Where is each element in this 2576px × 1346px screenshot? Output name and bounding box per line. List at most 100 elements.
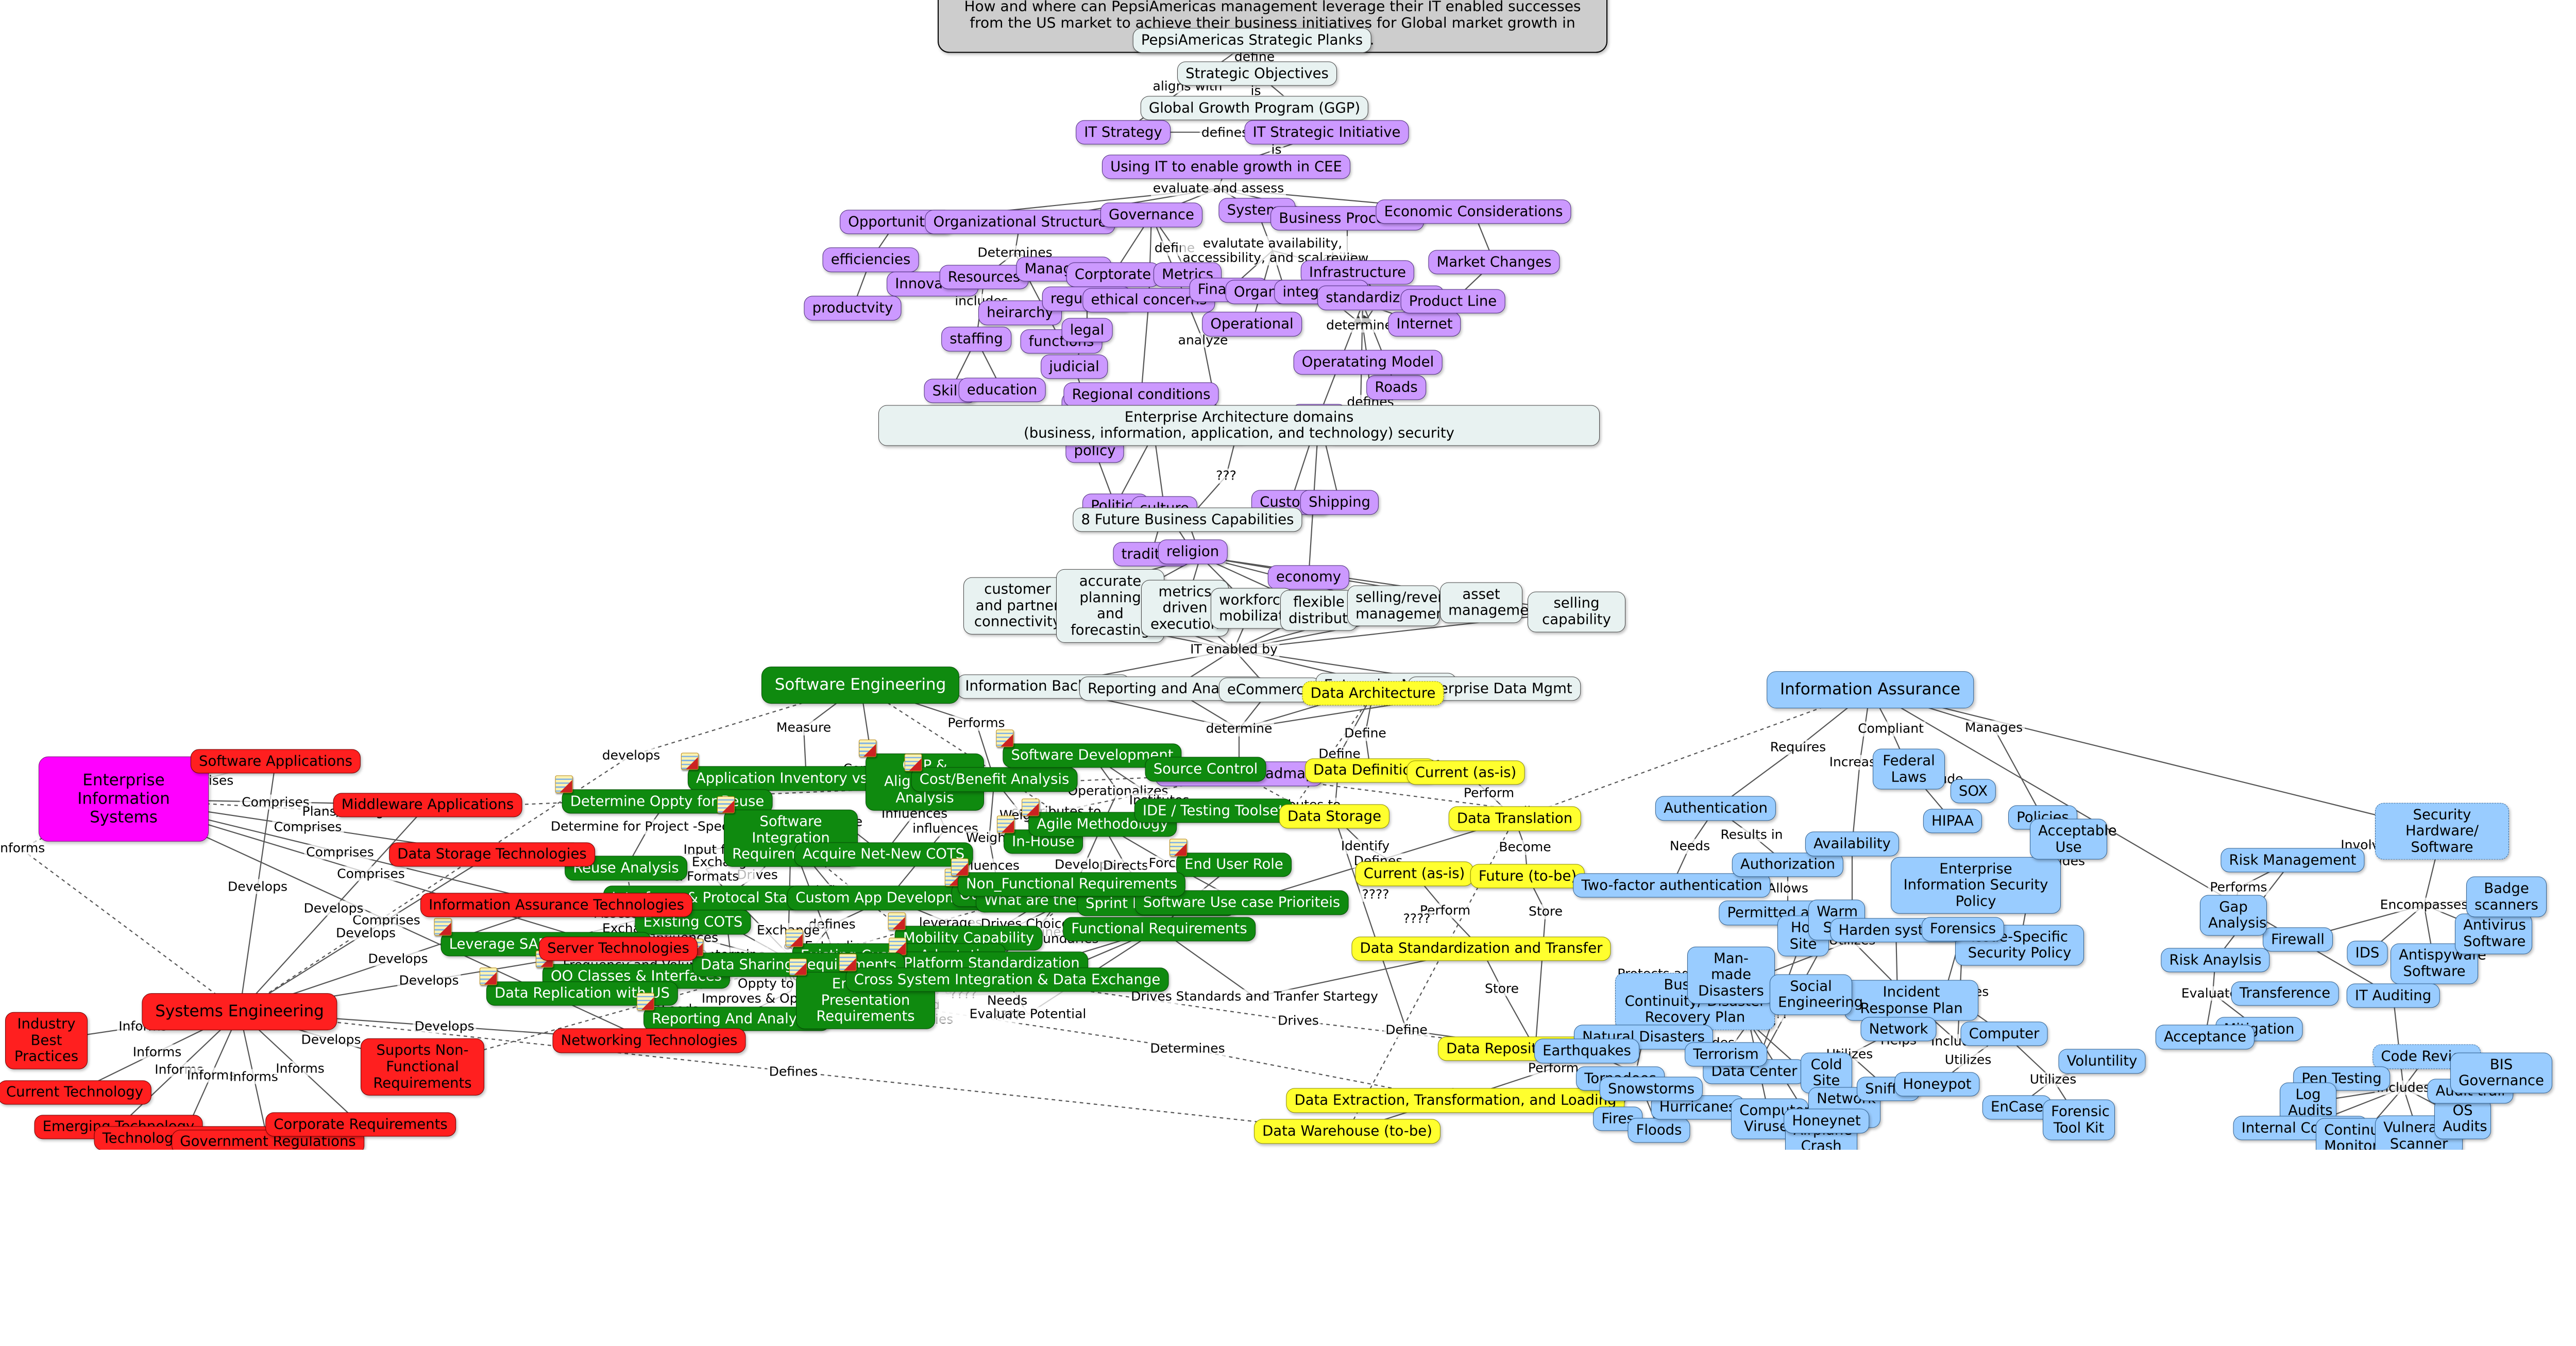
note-icon[interactable] bbox=[786, 929, 803, 947]
concept-node-badge[interactable]: Badge scanners bbox=[2466, 876, 2547, 917]
concept-node-security_hw[interactable]: Security Hardware/ Software bbox=[2375, 803, 2509, 860]
concept-node-eis[interactable]: Enterprise Information Systems bbox=[39, 757, 209, 842]
concept-node-data_etl[interactable]: Data Extraction, Transformation, and Loa… bbox=[1286, 1088, 1625, 1113]
concept-node-middleware[interactable]: Middleware Applications bbox=[333, 792, 522, 817]
concept-node-gap_analysis2[interactable]: Gap Analysis bbox=[2200, 895, 2267, 936]
concept-node-availability[interactable]: Availability bbox=[1805, 831, 1900, 857]
concept-node-agile[interactable]: Agile Methodology bbox=[1022, 798, 1177, 837]
concept-node-operating_model[interactable]: Operatating Model bbox=[1293, 350, 1443, 374]
concept-node-floods[interactable]: Floods bbox=[1628, 1118, 1690, 1143]
concept-node-honeypot[interactable]: Honeypot bbox=[1894, 1072, 1980, 1097]
concept-node-operational[interactable]: Operational bbox=[1202, 312, 1302, 337]
concept-node-legal1[interactable]: legal bbox=[1061, 317, 1113, 343]
concept-node-computer[interactable]: Computer bbox=[1960, 1021, 2048, 1046]
concept-node-religion[interactable]: religion bbox=[1158, 539, 1228, 565]
note-icon[interactable] bbox=[996, 729, 1014, 747]
note-icon[interactable] bbox=[681, 753, 699, 770]
note-icon[interactable] bbox=[859, 740, 876, 757]
concept-node-source_control[interactable]: Source Control bbox=[1145, 757, 1266, 782]
concept-node-bis_governance[interactable]: BIS Governance bbox=[2450, 1052, 2553, 1094]
concept-node-infrastructure[interactable]: Infrastructure bbox=[1300, 260, 1415, 285]
concept-node-economic[interactable]: Economic Considerations bbox=[1376, 199, 1571, 224]
concept-node-authorization[interactable]: Authorization bbox=[1732, 852, 1844, 877]
concept-node-it_initiative[interactable]: IT Strategic Initiative bbox=[1244, 120, 1409, 145]
concept-node-ia_tech[interactable]: Information Assurance Technologies bbox=[420, 893, 693, 917]
concept-node-antivirus[interactable]: Antivirus Software bbox=[2455, 913, 2532, 955]
concept-node-data_storage_tech[interactable]: Data Storage Technologies bbox=[389, 842, 595, 867]
concept-node-org_structure[interactable]: Organizational Structure bbox=[925, 210, 1115, 234]
note-icon[interactable] bbox=[1022, 798, 1040, 816]
note-icon[interactable] bbox=[997, 815, 1014, 833]
concept-node-supports_nfr[interactable]: Suports Non-Functional Requirements bbox=[361, 1038, 484, 1096]
concept-node-staffing[interactable]: staffing bbox=[941, 327, 1011, 352]
note-icon[interactable] bbox=[434, 918, 452, 936]
concept-node-func_req[interactable]: Functional Requirements bbox=[1063, 916, 1256, 942]
concept-node-internet[interactable]: Internet bbox=[1388, 312, 1461, 337]
concept-node-roads[interactable]: Roads bbox=[1366, 375, 1426, 400]
concept-node-risk_anaylsis[interactable]: Risk Anaylsis bbox=[2161, 948, 2270, 973]
concept-node-efficiencies[interactable]: efficiencies bbox=[822, 247, 919, 272]
note-icon[interactable] bbox=[1170, 839, 1187, 857]
note-icon[interactable] bbox=[888, 912, 906, 930]
concept-node-server_tech[interactable]: Server Technologies bbox=[539, 936, 698, 961]
note-icon[interactable] bbox=[789, 958, 807, 976]
concept-node-cost_benefit[interactable]: Cost/Benefit Analysis bbox=[904, 754, 1078, 792]
concept-node-objectives[interactable]: Strategic Objectives bbox=[1177, 61, 1337, 86]
concept-node-software_apps[interactable]: Software Applications bbox=[190, 749, 361, 774]
concept-node-data_architecture[interactable]: Data Architecture bbox=[1302, 681, 1444, 706]
concept-node-systems_eng[interactable]: Systems Engineering bbox=[142, 993, 337, 1031]
concept-node-end_user_role[interactable]: End User Role bbox=[1170, 839, 1292, 877]
concept-node-nonfunc_req[interactable]: Non_Functional Requirements bbox=[951, 858, 1186, 897]
concept-node-corptorate[interactable]: Corptorate bbox=[1066, 262, 1160, 287]
concept-node-info_assurance[interactable]: Information Assurance bbox=[1767, 671, 1974, 709]
concept-node-current_asis2[interactable]: Current (as-is) bbox=[1355, 861, 1473, 887]
concept-node-cap7[interactable]: asset management bbox=[1440, 582, 1543, 623]
concept-node-sox[interactable]: SOX bbox=[1950, 779, 1996, 804]
concept-node-social_eng[interactable]: Social Engineering bbox=[1770, 974, 1863, 1015]
concept-node-encase[interactable]: EnCase bbox=[1982, 1095, 2052, 1120]
concept-node-ids[interactable]: IDS bbox=[2347, 941, 2388, 966]
note-icon[interactable] bbox=[637, 993, 654, 1011]
note-icon[interactable] bbox=[951, 858, 969, 876]
concept-node-os_audits[interactable]: OS Audits bbox=[2434, 1098, 2491, 1139]
concept-node-current_asis1[interactable]: Current (as-is) bbox=[1406, 760, 1525, 785]
concept-node-economy[interactable]: economy bbox=[1267, 565, 1350, 590]
concept-node-market_changes[interactable]: Market Changes bbox=[1428, 250, 1560, 275]
concept-node-acceptable_use[interactable]: Acceptable Use bbox=[2030, 819, 2117, 860]
concept-node-capabilities[interactable]: 8 Future Business Capabilities bbox=[1073, 507, 1302, 532]
concept-node-firewall[interactable]: Firewall bbox=[2263, 927, 2333, 952]
concept-node-network[interactable]: Network bbox=[1860, 1017, 1937, 1042]
concept-node-eisp[interactable]: Enterprise Information Security Policy bbox=[1891, 857, 2061, 914]
concept-node-antispyware[interactable]: Antispyware Software bbox=[2391, 943, 2486, 984]
concept-node-acceptance[interactable]: Acceptance bbox=[2155, 1025, 2255, 1050]
concept-node-ggp[interactable]: Global Growth Program (GGP) bbox=[1140, 96, 1369, 121]
concept-node-data_warehouse[interactable]: Data Warehouse (to-be) bbox=[1253, 1119, 1441, 1144]
concept-node-ftk[interactable]: Forensic Tool Kit bbox=[2043, 1099, 2115, 1140]
concept-node-voluntility[interactable]: Voluntility bbox=[2058, 1049, 2146, 1074]
note-icon[interactable] bbox=[480, 967, 497, 985]
concept-node-ea_domains[interactable]: Enterprise Architecture domains (busines… bbox=[878, 405, 1600, 446]
concept-node-manmade[interactable]: Man-made Disasters bbox=[1687, 946, 1775, 1004]
concept-node-cap1[interactable]: customer and partner connectivity bbox=[963, 577, 1072, 635]
concept-node-governance[interactable]: Governance bbox=[1100, 202, 1203, 228]
concept-node-snowstorms[interactable]: Snowstorms bbox=[1599, 1077, 1703, 1101]
concept-node-it_auditing[interactable]: IT Auditing bbox=[2346, 983, 2440, 1008]
concept-node-cross_system[interactable]: Cross System Integration & Data Exchange bbox=[839, 953, 1169, 992]
note-icon[interactable] bbox=[904, 754, 922, 771]
concept-node-using_it[interactable]: Using IT to enable growth in CEE bbox=[1101, 154, 1351, 179]
concept-node-current_tech[interactable]: Current Technology bbox=[0, 1080, 152, 1105]
concept-node-cap6[interactable]: selling/revenue management bbox=[1347, 585, 1464, 626]
concept-node-cap5[interactable]: flexible distribution bbox=[1280, 590, 1369, 631]
concept-node-irp[interactable]: Incident Response Plan bbox=[1844, 980, 1978, 1021]
concept-node-education[interactable]: education bbox=[958, 378, 1046, 402]
concept-node-future_tobe[interactable]: Future (to-be) bbox=[1470, 864, 1585, 889]
concept-node-judicial[interactable]: judicial bbox=[1041, 354, 1108, 379]
note-icon[interactable] bbox=[717, 796, 735, 814]
concept-node-regional[interactable]: Regional conditions bbox=[1063, 382, 1219, 407]
concept-node-data_std_transfer[interactable]: Data Standardization and Transfer bbox=[1351, 936, 1611, 961]
concept-node-authentication[interactable]: Authentication bbox=[1655, 796, 1776, 821]
concept-node-resources[interactable]: Resources bbox=[939, 265, 1029, 289]
note-icon[interactable] bbox=[839, 953, 857, 972]
concept-node-twofactor[interactable]: Two-factor authentication bbox=[1573, 873, 1771, 898]
note-icon[interactable] bbox=[555, 775, 573, 793]
